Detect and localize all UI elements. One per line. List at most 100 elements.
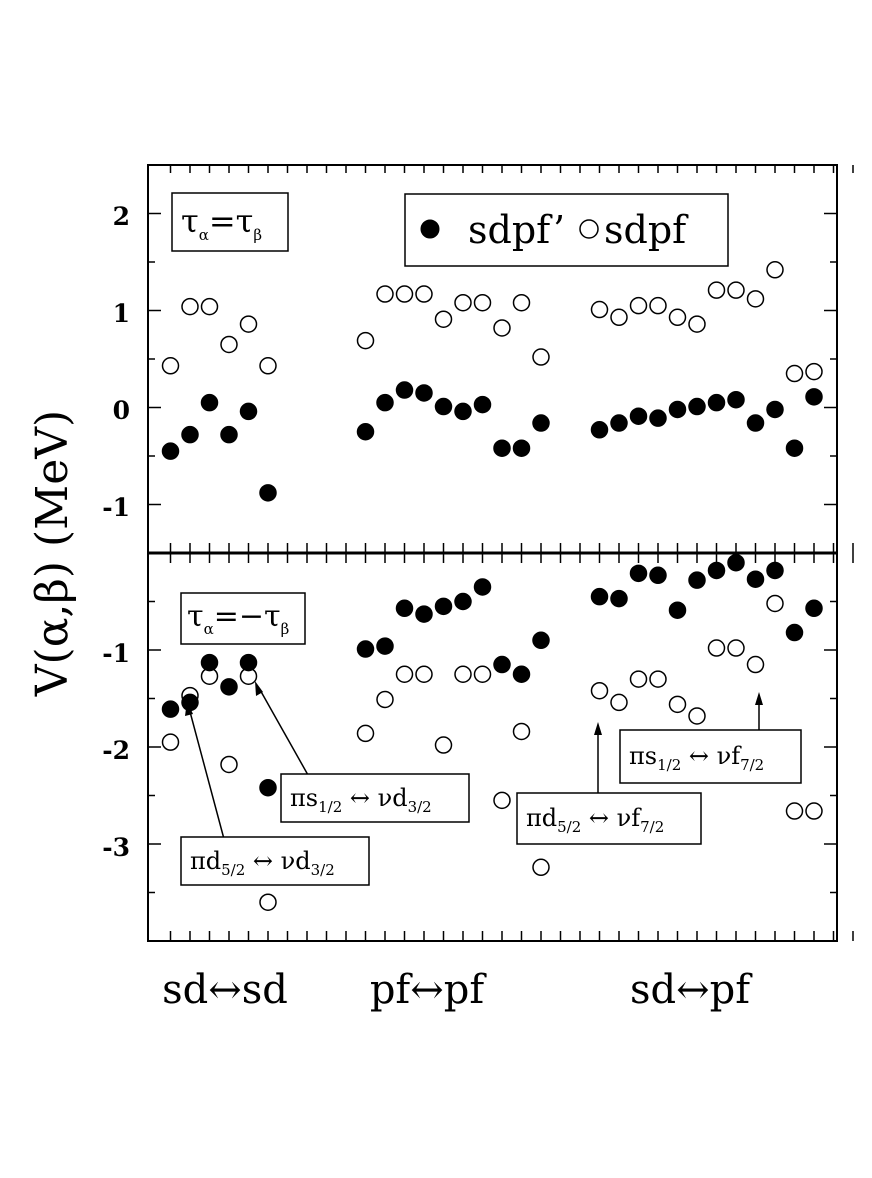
ytick-lower-neg2: -2 xyxy=(102,736,130,765)
upper-tau: τ xyxy=(181,202,199,240)
category-pf-pf: pf↔pf xyxy=(370,967,488,1013)
point-sdpf-upper-9 xyxy=(395,285,414,303)
point-sdpf-prime-upper-25 xyxy=(727,390,745,409)
upper-sub-beta: β xyxy=(253,226,262,244)
annotation-d52-d32: πd5/2 ↔ νd3/2 xyxy=(180,836,370,886)
point-sdpf-prime-lower-26 xyxy=(746,570,765,588)
lower-sub-beta: β xyxy=(281,620,290,638)
point-sdpf-prime-upper-10 xyxy=(415,384,433,402)
legend-open-marker xyxy=(579,219,599,239)
svg-text:πd5/2 ↔ νd3/2: πd5/2 ↔ νd3/2 xyxy=(190,847,335,879)
point-sdpf-prime-lower-28 xyxy=(785,623,804,642)
point-sdpf-prime-upper-18 xyxy=(590,421,609,439)
point-sdpf-prime-upper-20 xyxy=(629,407,648,425)
point-sdpf-upper-14 xyxy=(493,319,511,337)
point-sdpf-lower-5 xyxy=(259,893,277,911)
point-sdpf-upper-16 xyxy=(532,348,550,366)
point-sdpf-prime-upper-13 xyxy=(473,395,492,414)
point-sdpf-upper-18 xyxy=(590,300,609,319)
point-sdpf-prime-lower-4 xyxy=(239,653,258,672)
point-sdpf-prime-lower-8 xyxy=(376,637,394,655)
point-sdpf-lower-0 xyxy=(161,733,180,751)
arrowhead-d52-d32 xyxy=(185,701,193,716)
lower-panel-label: τα=−τβ xyxy=(180,592,306,645)
point-sdpf-prime-upper-9 xyxy=(395,381,414,399)
point-sdpf-prime-upper-27 xyxy=(766,400,784,419)
point-sdpf-prime-lower-29 xyxy=(805,599,823,618)
annotation-s12-d32: πs1/2 ↔ νd3/2 xyxy=(280,773,470,823)
point-sdpf-lower-3 xyxy=(220,755,238,774)
point-sdpf-prime-upper-29 xyxy=(805,388,823,406)
upper-eq: =τ xyxy=(209,202,254,240)
point-sdpf-lower-24 xyxy=(707,639,726,657)
point-sdpf-lower-25 xyxy=(727,639,745,657)
arrow-d52-d32 xyxy=(188,707,225,840)
point-sdpf-upper-28 xyxy=(785,364,804,383)
point-sdpf-upper-20 xyxy=(629,296,648,315)
point-sdpf-prime-lower-5 xyxy=(259,778,277,797)
point-sdpf-upper-11 xyxy=(434,310,453,328)
point-sdpf-lower-23 xyxy=(688,707,706,725)
point-sdpf-prime-lower-18 xyxy=(590,587,609,606)
point-sdpf-prime-lower-15 xyxy=(512,665,531,683)
legend-sdpf-prime: sdpf’ xyxy=(468,208,565,252)
upper-sub-alpha: α xyxy=(199,226,209,244)
point-sdpf-prime-lower-12 xyxy=(454,592,472,611)
point-sdpf-prime-upper-26 xyxy=(746,414,765,432)
category-sd-pf: sd↔pf xyxy=(630,967,753,1013)
point-sdpf-prime-upper-15 xyxy=(512,439,531,457)
point-sdpf-prime-upper-2 xyxy=(200,393,219,412)
point-sdpf-prime-upper-3 xyxy=(220,425,238,444)
ytick-upper-1: 1 xyxy=(113,299,130,328)
ytick-lower-neg3: -3 xyxy=(102,833,130,862)
point-sdpf-prime-upper-14 xyxy=(493,439,511,457)
point-sdpf-lower-16 xyxy=(532,858,550,877)
point-sdpf-lower-27 xyxy=(766,594,784,613)
point-sdpf-lower-8 xyxy=(376,690,394,709)
annotation-s12-f72: πs1/2 ↔ νf7/2 xyxy=(619,729,802,784)
point-sdpf-prime-lower-22 xyxy=(668,601,687,619)
point-sdpf-prime-lower-19 xyxy=(610,589,628,608)
point-sdpf-prime-lower-2 xyxy=(200,653,219,672)
point-sdpf-upper-2 xyxy=(200,297,219,316)
point-sdpf-prime-lower-23 xyxy=(688,571,706,589)
point-sdpf-upper-0 xyxy=(161,357,180,375)
point-sdpf-prime-upper-12 xyxy=(454,402,472,421)
svg-text:τα=τβ: τα=τβ xyxy=(181,202,262,244)
upper-panel-label: τα=τβ xyxy=(171,192,289,252)
y-axis-label: V(α,β) (MeV) xyxy=(27,410,78,697)
point-sdpf-prime-upper-21 xyxy=(649,409,667,427)
ytick-lower-neg1: -1 xyxy=(102,639,130,668)
svg-text:πs1/2 ↔ νd3/2: πs1/2 ↔ νd3/2 xyxy=(290,784,432,816)
point-sdpf-upper-25 xyxy=(727,281,745,299)
point-sdpf-prime-upper-8 xyxy=(376,393,394,412)
point-sdpf-upper-10 xyxy=(415,285,433,303)
lower-tau: τ xyxy=(187,599,204,634)
annotation-d52-f72: πd5/2 ↔ νf7/2 xyxy=(516,792,702,845)
point-sdpf-upper-19 xyxy=(610,308,628,327)
point-sdpf-lower-22 xyxy=(668,695,687,714)
point-sdpf-upper-22 xyxy=(668,308,687,327)
point-sdpf-upper-13 xyxy=(473,293,492,312)
ytick-upper-neg1: -1 xyxy=(102,493,130,522)
arrow-s12-d32 xyxy=(258,687,309,776)
point-sdpf-prime-lower-20 xyxy=(629,564,648,583)
point-sdpf-prime-upper-22 xyxy=(668,400,687,419)
point-sdpf-prime-lower-24 xyxy=(707,561,726,580)
point-sdpf-upper-27 xyxy=(766,261,784,279)
point-sdpf-lower-29 xyxy=(805,802,823,820)
point-sdpf-upper-26 xyxy=(746,290,765,308)
point-sdpf-prime-upper-7 xyxy=(356,423,375,441)
point-sdpf-lower-12 xyxy=(454,665,472,683)
point-sdpf-prime-upper-11 xyxy=(434,397,453,416)
point-sdpf-lower-14 xyxy=(493,791,511,810)
annotations: πd5/2 ↔ νd3/2 πs1/2 ↔ νd3/2 πd5/2 ↔ νf7/… xyxy=(180,681,802,886)
point-sdpf-upper-4 xyxy=(239,315,258,333)
lower-sub-alpha: α xyxy=(204,620,214,638)
point-sdpf-prime-upper-16 xyxy=(532,414,550,432)
point-sdpf-upper-1 xyxy=(181,297,199,316)
point-sdpf-upper-23 xyxy=(688,315,706,333)
data-points xyxy=(161,261,823,911)
point-sdpf-lower-7 xyxy=(356,724,375,743)
